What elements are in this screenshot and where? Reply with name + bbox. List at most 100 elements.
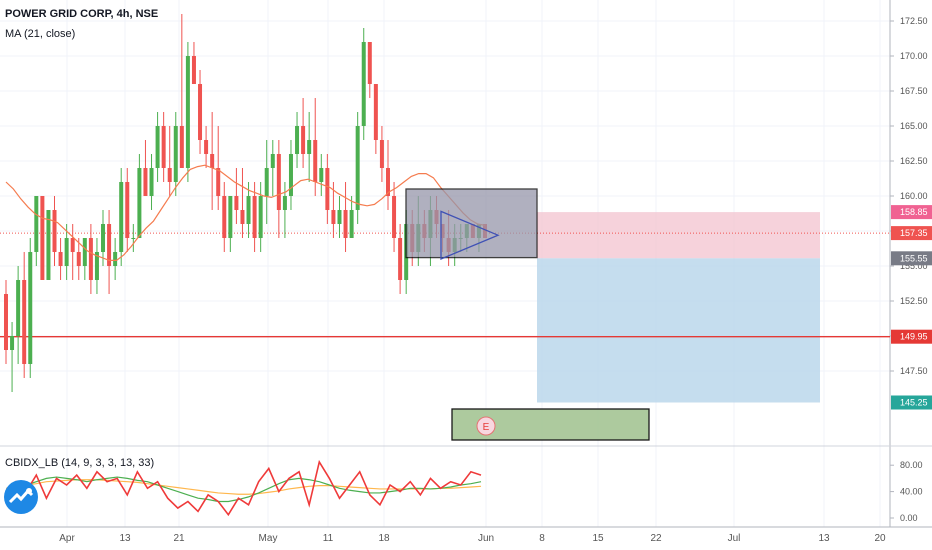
candle-body <box>16 280 21 336</box>
candle-body <box>161 126 166 168</box>
candle-body <box>107 224 112 266</box>
candle-body <box>204 140 209 154</box>
price-label-entry <box>891 251 932 266</box>
candle-body <box>361 42 366 126</box>
ma-indicator-label: MA (21, close) <box>5 28 76 40</box>
candle-body <box>76 252 81 266</box>
oscillator-label: CBIDX_LB (14, 9, 3, 3, 13, 33) <box>5 457 155 469</box>
price-label-text: 158.85 <box>900 207 928 217</box>
candle-body <box>307 140 312 154</box>
candle-body <box>88 238 93 280</box>
osc-tick-label: 0.00 <box>900 513 918 523</box>
candle-body <box>301 126 306 154</box>
candle-body <box>295 126 300 154</box>
osc-tick-label: 80.00 <box>900 460 923 470</box>
candle-body <box>398 238 403 280</box>
candle-body <box>343 210 348 238</box>
candle-body <box>101 224 106 252</box>
price-label-stop <box>891 205 932 220</box>
candle-body <box>46 210 51 280</box>
candle-body <box>143 168 148 196</box>
candle-body <box>264 168 269 196</box>
time-tick-label: Apr <box>59 533 75 544</box>
consolidation-box <box>405 188 538 259</box>
candle-body <box>379 140 384 168</box>
price-tick-label: 147.50 <box>900 366 928 376</box>
candle-body <box>252 196 257 238</box>
price-tick-label: 162.50 <box>900 156 928 166</box>
tradingview-logo <box>4 480 38 514</box>
candle-body <box>113 252 118 266</box>
candle-body <box>367 42 372 84</box>
time-tick-label: 21 <box>173 533 185 544</box>
candle-body <box>191 56 196 84</box>
time-tick-label: 18 <box>378 533 390 544</box>
stop-loss-zone <box>537 212 820 259</box>
candle-body <box>185 56 190 168</box>
candle-body <box>179 126 184 168</box>
candle-body <box>173 126 178 182</box>
candle-body <box>58 252 63 266</box>
time-tick-label: 20 <box>874 533 886 544</box>
time-tick-label: 11 <box>323 533 334 544</box>
candle-body <box>355 126 360 210</box>
price-tick-label: 167.50 <box>900 86 928 96</box>
candle-body <box>34 196 39 252</box>
candle-body <box>331 210 336 224</box>
price-tick-label: 172.50 <box>900 16 928 26</box>
candle-body <box>234 196 239 210</box>
candle-body <box>258 196 263 238</box>
wedge-pattern <box>440 210 500 260</box>
candle-body <box>40 196 45 280</box>
candle-body <box>319 168 324 182</box>
candle-body <box>325 168 330 210</box>
take-profit-zone <box>537 258 820 403</box>
oscillator-red-line <box>5 459 482 517</box>
candle-body <box>210 154 215 168</box>
candle-body <box>222 196 227 238</box>
candle-body <box>198 84 203 140</box>
candle-body <box>131 238 136 239</box>
candle-body <box>337 210 342 224</box>
time-tick-label: 8 <box>539 533 545 544</box>
time-tick-label: Jun <box>478 533 494 544</box>
price-tick-label: 155.00 <box>900 261 928 271</box>
moving-average-line <box>5 164 486 261</box>
chart-title: POWER GRID CORP, 4h, NSE <box>5 8 159 20</box>
candle-body <box>149 168 154 196</box>
time-tick-label: 13 <box>119 533 131 544</box>
candle-body <box>22 280 27 364</box>
candle-body <box>167 168 172 182</box>
time-tick-label: 15 <box>592 533 604 544</box>
price-label-support <box>891 329 932 344</box>
candle-body <box>4 294 8 350</box>
price-tick-label: 165.00 <box>900 121 928 131</box>
candle-body <box>392 196 397 238</box>
candle-body <box>216 168 221 196</box>
price-label-last <box>891 226 932 241</box>
earnings-marker-label: E <box>483 422 490 433</box>
candle-body <box>240 210 245 224</box>
candle-body <box>246 196 251 224</box>
price-axis <box>890 0 932 550</box>
price-label-text: 157.35 <box>900 228 928 238</box>
candle-body <box>10 336 15 350</box>
price-tick-label: 170.00 <box>900 51 928 61</box>
candle-body <box>349 210 354 238</box>
time-tick-label: 22 <box>650 533 662 544</box>
candle-body <box>64 238 69 266</box>
price-label-target <box>891 395 932 410</box>
time-tick-label: 13 <box>818 533 830 544</box>
candle-body <box>270 154 275 168</box>
earnings-marker <box>476 416 496 436</box>
candle-body <box>28 252 33 364</box>
price-tick-label: 152.50 <box>900 296 928 306</box>
candle-body <box>288 154 293 196</box>
candle-body <box>385 168 390 196</box>
candle-body <box>276 154 281 210</box>
price-tick-label: 160.00 <box>900 191 928 201</box>
candle-body <box>155 126 160 168</box>
time-tick-label: Jul <box>728 533 741 544</box>
candle-body <box>70 238 75 252</box>
